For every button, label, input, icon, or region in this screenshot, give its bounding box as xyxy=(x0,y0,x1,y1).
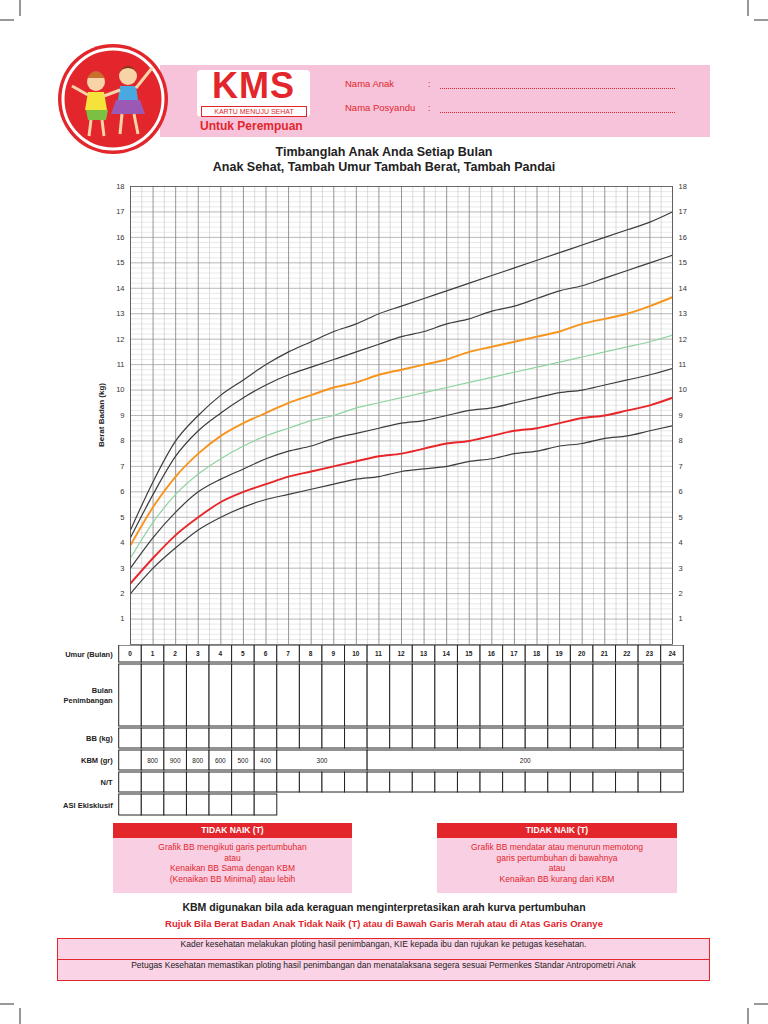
svg-text:10: 10 xyxy=(679,385,687,394)
svg-text:13: 13 xyxy=(679,309,687,318)
svg-text:7: 7 xyxy=(120,462,124,471)
svg-text:5: 5 xyxy=(679,513,683,522)
html-text:Kenaikan BB kurang dari KBM: Kenaikan BB kurang dari KBM xyxy=(499,873,615,884)
html-text:Berat Badan (kg): Berat Badan (kg) xyxy=(96,383,106,447)
svg-text:12: 12 xyxy=(116,335,124,344)
svg-text:5: 5 xyxy=(241,650,245,657)
svg-text:16: 16 xyxy=(488,650,496,657)
svg-text:16: 16 xyxy=(116,233,124,242)
html-text:Nama Posyandu: Nama Posyandu xyxy=(345,102,416,113)
svg-text:3: 3 xyxy=(679,564,683,573)
html-text:Timbanglah Anak Anda Setiap Bu: Timbanglah Anak Anda Setiap Bulan xyxy=(275,145,493,159)
svg-text:11: 11 xyxy=(117,360,125,369)
html-text:TIDAK NAIK (T): TIDAK NAIK (T) xyxy=(201,825,264,835)
html-text:TIDAK NAIK (T): TIDAK NAIK (T) xyxy=(525,825,589,835)
svg-text:BB (kg): BB (kg) xyxy=(86,734,113,743)
svg-text:20: 20 xyxy=(578,650,586,657)
html-text:Grafik BB mendatar atau menuru: Grafik BB mendatar atau menurun memotong xyxy=(471,842,643,852)
svg-text:22: 22 xyxy=(623,650,631,657)
svg-text:12: 12 xyxy=(397,650,405,657)
svg-text:N/T: N/T xyxy=(101,778,114,787)
svg-text:2: 2 xyxy=(173,650,177,657)
svg-text:2: 2 xyxy=(679,589,683,598)
svg-text:11: 11 xyxy=(375,650,382,657)
svg-text:15: 15 xyxy=(465,650,473,657)
svg-text:7: 7 xyxy=(286,650,290,657)
svg-text:800: 800 xyxy=(192,757,203,764)
html-text:garis pertumbuhan di bawahnya: garis pertumbuhan di bawahnya xyxy=(496,852,618,863)
svg-text:4: 4 xyxy=(120,538,124,547)
svg-text:24: 24 xyxy=(668,650,676,657)
html-text:Petugas Kesehatan memastikan p: Petugas Kesehatan memastikan ploting has… xyxy=(131,960,636,970)
svg-text:23: 23 xyxy=(646,650,654,657)
svg-text:4: 4 xyxy=(679,538,683,547)
svg-text:9: 9 xyxy=(120,411,124,420)
svg-text:4: 4 xyxy=(219,650,223,657)
html-text:Kenaikan BB Sama dengan KBM: Kenaikan BB Sama dengan KBM xyxy=(169,863,296,873)
svg-text:Umur (Bulan): Umur (Bulan) xyxy=(65,650,113,659)
html-text:(Kenaikan BB Minimal) atau leb: (Kenaikan BB Minimal) atau lebih xyxy=(169,873,296,884)
svg-text:10: 10 xyxy=(116,385,124,394)
svg-text:13: 13 xyxy=(420,650,428,657)
html-text:Rujuk Bila Berat Badan Anak Ti: Rujuk Bila Berat Badan Anak Tidak Naik (… xyxy=(165,918,603,929)
svg-text:3: 3 xyxy=(196,650,200,657)
svg-text:7: 7 xyxy=(679,462,683,471)
svg-text:6: 6 xyxy=(679,487,683,496)
svg-text:18: 18 xyxy=(533,650,541,657)
svg-text:21: 21 xyxy=(601,650,609,657)
svg-text:1: 1 xyxy=(120,614,124,623)
svg-text:5: 5 xyxy=(120,513,124,522)
html-text:Kader kesehatan melakukan plot: Kader kesehatan melakukan ploting hasil … xyxy=(180,939,587,949)
html-text:Nama Anak: Nama Anak xyxy=(345,78,395,89)
html-text:atau: atau xyxy=(548,863,566,873)
svg-text:10: 10 xyxy=(352,650,360,657)
svg-text:3: 3 xyxy=(120,564,124,573)
svg-text:8: 8 xyxy=(309,650,313,657)
html-text:atau: atau xyxy=(224,852,241,863)
svg-text:ASI Eklsklusif: ASI Eklsklusif xyxy=(63,801,113,810)
svg-text:6: 6 xyxy=(264,650,268,657)
html-text:KARTU MENUJU SEHAT: KARTU MENUJU SEHAT xyxy=(214,108,294,115)
svg-text:400: 400 xyxy=(260,757,271,764)
svg-text:14: 14 xyxy=(116,284,124,293)
html-text:KBM digunakan bila ada keragua: KBM digunakan bila ada keraguan menginte… xyxy=(182,901,586,913)
svg-text:9: 9 xyxy=(679,411,683,420)
svg-text:KBM (gr): KBM (gr) xyxy=(81,756,113,765)
svg-text:1: 1 xyxy=(679,614,683,623)
svg-text:0: 0 xyxy=(128,650,132,657)
svg-text:300: 300 xyxy=(317,757,328,764)
html-text:Grafik BB mengikuti garis pert: Grafik BB mengikuti garis pertumbuhan xyxy=(158,842,307,852)
svg-text:6: 6 xyxy=(120,487,124,496)
svg-text:18: 18 xyxy=(116,182,124,191)
svg-text:18: 18 xyxy=(679,182,687,191)
svg-text:14: 14 xyxy=(443,650,451,657)
svg-text:17: 17 xyxy=(116,207,124,216)
svg-text:14: 14 xyxy=(679,284,687,293)
svg-text:12: 12 xyxy=(679,335,687,344)
svg-text:15: 15 xyxy=(679,258,687,267)
svg-text:800: 800 xyxy=(147,757,158,764)
html-text:KMS: KMS xyxy=(212,65,295,106)
svg-text:16: 16 xyxy=(679,233,687,242)
svg-text:15: 15 xyxy=(116,258,124,267)
svg-text:200: 200 xyxy=(520,757,531,764)
svg-text:BulanPenimbangan: BulanPenimbangan xyxy=(64,686,114,705)
svg-text:13: 13 xyxy=(116,309,124,318)
svg-text:500: 500 xyxy=(237,757,248,764)
svg-text:11: 11 xyxy=(679,360,687,369)
html-text:Untuk Perempuan: Untuk Perempuan xyxy=(200,119,303,133)
svg-text:900: 900 xyxy=(170,757,181,764)
svg-text:2: 2 xyxy=(120,589,124,598)
svg-text:8: 8 xyxy=(679,436,683,445)
svg-text:19: 19 xyxy=(555,650,563,657)
svg-text:17: 17 xyxy=(679,207,687,216)
svg-text:600: 600 xyxy=(215,757,226,764)
svg-text:1: 1 xyxy=(151,650,155,657)
svg-text:17: 17 xyxy=(510,650,518,657)
svg-text:8: 8 xyxy=(120,436,124,445)
html-text:Anak Sehat, Tambah Umur Tambah: Anak Sehat, Tambah Umur Tambah Berat, Ta… xyxy=(212,160,556,174)
svg-text:9: 9 xyxy=(331,650,335,657)
